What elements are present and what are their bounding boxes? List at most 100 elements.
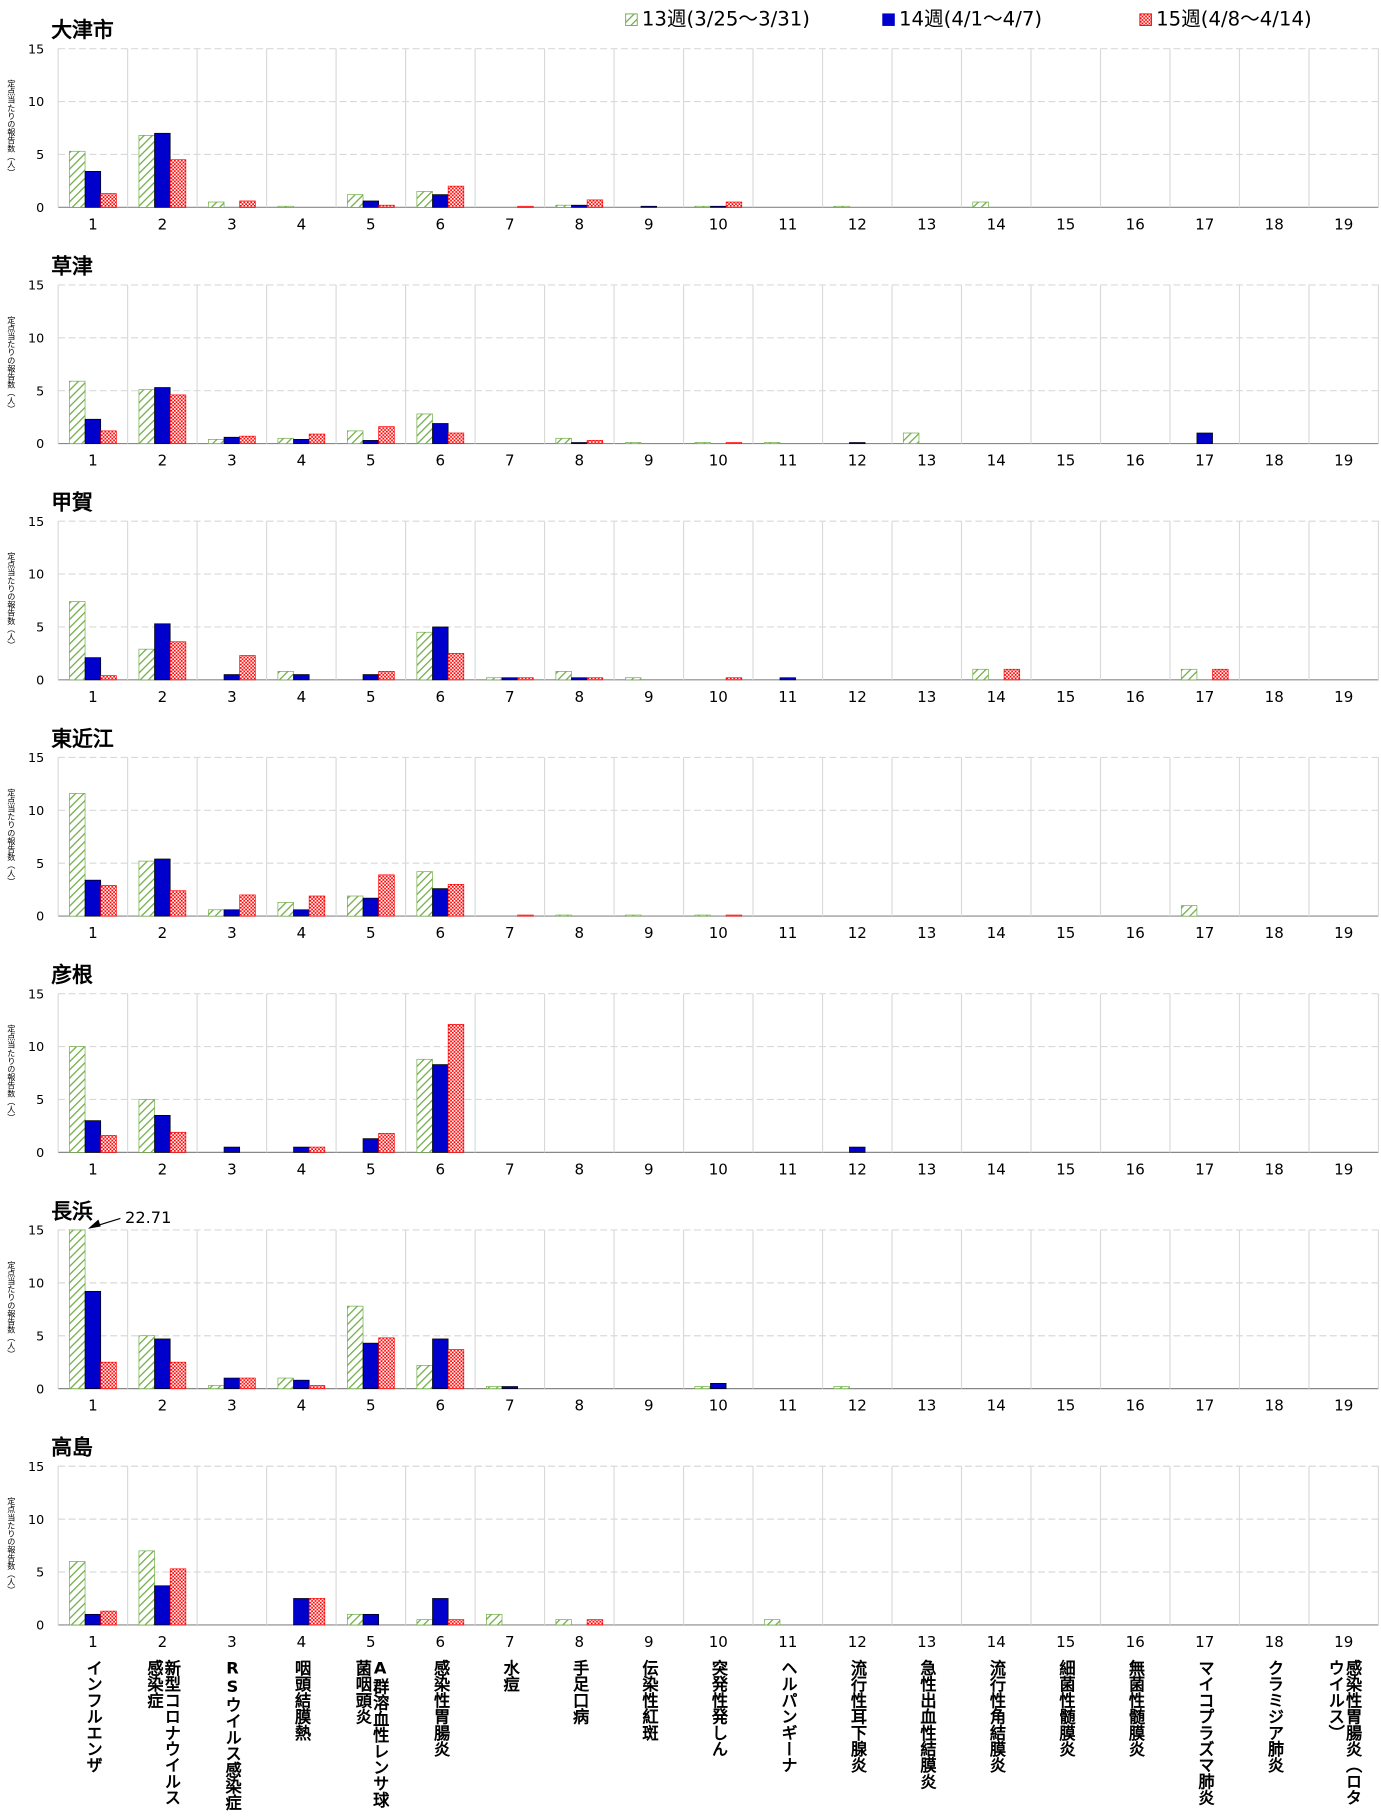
bar — [154, 132, 171, 208]
x-tick-label: 3 — [227, 215, 237, 233]
bar — [138, 135, 155, 208]
x-tick-label: 11 — [778, 1397, 797, 1415]
bar — [154, 623, 171, 681]
bar — [223, 436, 241, 444]
bar — [239, 435, 256, 444]
x-tick-label: 9 — [644, 215, 654, 233]
x-tick-label: 17 — [1195, 1633, 1214, 1651]
x-tick-label: 11 — [778, 1633, 797, 1651]
bar — [972, 668, 989, 681]
x-tick-label: 11 — [778, 215, 797, 233]
bar — [84, 1120, 102, 1153]
x-tick-label: 11 — [778, 452, 797, 470]
x-tick-label: 7 — [505, 924, 515, 942]
y-tick-label: 0 — [36, 1146, 44, 1161]
category-name-box: マイコプラズマ肺炎 — [1196, 1660, 1215, 1806]
bar — [694, 1386, 711, 1389]
bar — [447, 432, 465, 444]
category-name: 伝染性紅斑 — [640, 1659, 659, 1741]
x-tick-label: 2 — [158, 1397, 168, 1415]
bar — [362, 674, 380, 681]
bar — [763, 1619, 781, 1626]
x-tick-label: 13 — [917, 452, 936, 470]
x-tick-label: 18 — [1265, 1397, 1284, 1415]
y-tick-label: 10 — [28, 1040, 44, 1055]
y-tick-label: 15 — [28, 279, 44, 294]
x-tick-label: 14 — [987, 1160, 1006, 1178]
x-tick-label: 3 — [227, 688, 237, 706]
panel-title: 甲賀 — [51, 491, 93, 515]
bar — [849, 442, 866, 444]
bar — [154, 1115, 171, 1153]
x-tick-label: 14 — [987, 1397, 1006, 1415]
x-tick-label: 6 — [436, 1633, 446, 1651]
y-tick-label: 15 — [28, 515, 44, 530]
panel-title: 高島 — [51, 1436, 93, 1460]
bar — [223, 674, 241, 681]
y-tick-label: 0 — [36, 910, 44, 925]
bar — [1196, 432, 1213, 444]
x-tick-label: 14 — [987, 688, 1006, 706]
bar — [571, 204, 588, 208]
y-axis-label: 定点当たりの報告数（人） — [7, 1496, 17, 1594]
bar — [362, 200, 380, 208]
y-tick-label: 15 — [28, 1224, 44, 1239]
x-tick-label: 14 — [987, 452, 1006, 470]
x-tick-label: 7 — [505, 452, 515, 470]
bar — [640, 205, 657, 208]
x-tick-label: 7 — [505, 215, 515, 233]
legend-swatch — [882, 13, 895, 26]
x-tick-label: 12 — [848, 452, 867, 470]
category-name: 感染性胃腸炎 — [431, 1659, 451, 1757]
legend-label: 15週(4/8～4/14) — [1156, 7, 1312, 30]
x-tick-label: 18 — [1265, 1633, 1284, 1651]
legend-label: 13週(3/25～3/31) — [642, 7, 810, 30]
x-tick-label: 11 — [778, 1160, 797, 1178]
bar — [1180, 905, 1198, 917]
panel-title: 草津 — [51, 254, 93, 278]
bar — [416, 1058, 433, 1153]
category-name: 感染性胃腸炎（ロタウイルス） — [1326, 1659, 1363, 1806]
bar — [447, 185, 465, 208]
y-tick-label: 15 — [28, 987, 44, 1002]
bar — [169, 1361, 187, 1389]
bar — [625, 442, 642, 444]
x-tick-label: 3 — [227, 1633, 237, 1651]
y-tick-label: 5 — [36, 857, 44, 872]
x-tick-label: 16 — [1126, 215, 1145, 233]
bar — [486, 1386, 503, 1389]
x-tick-label: 9 — [644, 1397, 654, 1415]
x-tick-label: 4 — [297, 1633, 307, 1651]
bar — [239, 1377, 256, 1389]
x-tick-label: 2 — [158, 1160, 168, 1178]
x-tick-label: 19 — [1334, 452, 1353, 470]
bar — [308, 1598, 326, 1626]
bar — [293, 674, 310, 681]
y-axis-label: 定点当たりの報告数（人） — [7, 787, 17, 885]
category-name: 突発性発しん — [709, 1659, 729, 1757]
bar — [208, 1385, 225, 1389]
bar — [277, 902, 294, 917]
bar — [571, 677, 588, 681]
bar — [100, 1135, 117, 1153]
x-tick-label: 5 — [366, 1633, 376, 1651]
bar — [447, 653, 465, 681]
x-tick-label: 12 — [848, 1160, 867, 1178]
x-tick-label: 11 — [778, 924, 797, 942]
bar — [725, 442, 743, 444]
bar — [69, 793, 86, 917]
category-name: 細菌性髄膜炎 — [1057, 1659, 1076, 1757]
category-name-box: 感染性胃腸炎（ロタウイルス） — [1326, 1659, 1363, 1806]
category-name-box: 感染性胃腸炎 — [431, 1659, 451, 1757]
x-tick-label: 19 — [1334, 688, 1353, 706]
bar — [416, 1619, 433, 1626]
x-tick-label: 6 — [436, 688, 446, 706]
bar — [308, 1146, 326, 1153]
x-tick-label: 6 — [436, 215, 446, 233]
x-tick-label: 8 — [575, 452, 585, 470]
y-axis-label: 定点当たりの報告数（人） — [7, 551, 17, 649]
x-tick-label: 10 — [709, 215, 728, 233]
y-tick-label: 15 — [28, 751, 44, 766]
bar — [100, 193, 117, 208]
bar — [555, 204, 572, 208]
